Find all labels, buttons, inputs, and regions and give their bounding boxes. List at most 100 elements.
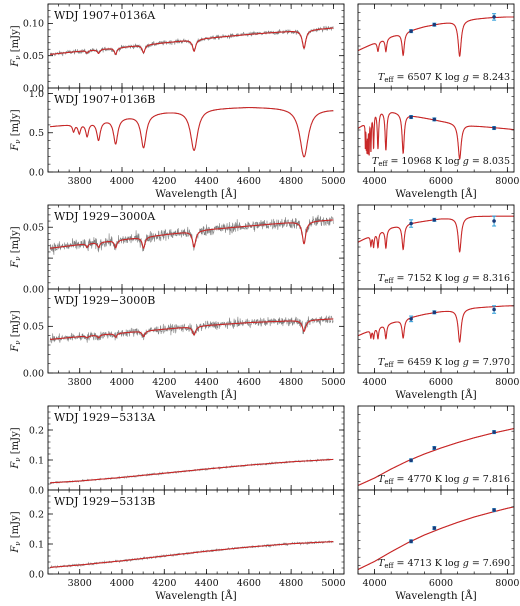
x-tick-label: 4800	[279, 578, 303, 589]
teff-logg-label: Teff = 4770 K log g = 7.816	[378, 474, 510, 486]
photometry-point	[492, 219, 496, 223]
x-tick-label: 4000	[363, 176, 387, 187]
y-tick-label: 0.05	[23, 51, 44, 62]
y-axis-label: Fν [mJy]	[10, 25, 22, 67]
x-axis-label: Wavelength [Å]	[155, 186, 236, 200]
spectrum-panel-10: 3800 4000 4200 4400 4600 4800 5000 0.0 0.1 0.2 WDJ…	[10, 489, 346, 602]
x-axis-label: Wavelength [Å]	[395, 387, 476, 401]
y-tick-label: 0.00	[23, 368, 44, 379]
y-tick-label: 1.0	[29, 89, 44, 100]
y-tick-label: 0.10	[23, 19, 44, 30]
panel-title: WDJ 1907+0136A	[54, 9, 156, 22]
y-axis-label: Fν [mJy]	[10, 109, 22, 151]
y-tick-label: 0.0	[29, 167, 44, 178]
x-tick-label: 6000	[429, 578, 453, 589]
teff-logg-label: Teff = 7152 K log g = 8.316	[378, 273, 510, 285]
x-tick-label: 4000	[363, 578, 387, 589]
y-tick-label: 0.05	[23, 322, 44, 333]
y-tick-label: 0.0	[29, 485, 44, 496]
panel-title: WDJ 1929−5313B	[54, 495, 155, 508]
x-tick-label: 4000	[110, 176, 134, 187]
x-tick-label: 6000	[429, 377, 453, 388]
photometry-point	[409, 29, 413, 33]
x-axis-label: Wavelength [Å]	[395, 588, 476, 602]
model-spectrum-line	[50, 541, 334, 568]
photometry-point	[432, 218, 437, 222]
x-tick-label: 4000	[110, 578, 134, 589]
x-tick-label: 4200	[152, 578, 176, 589]
photometry-point	[492, 15, 496, 19]
photometry-point	[409, 539, 413, 544]
teff-logg-label: Teff = 4713 K log g = 7.690	[378, 558, 510, 570]
x-axis-label: Wavelength [Å]	[155, 387, 236, 401]
sed-panel-11: 4000 6000 8000 Teff = 4713 K log g = 7.690 W…	[357, 489, 519, 602]
x-tick-label: 3800	[68, 578, 92, 589]
x-tick-label: 8000	[495, 176, 519, 187]
teff-logg-label: Teff = 6507 K log g = 8.243	[378, 72, 510, 84]
panel-title: WDJ 1929−3000A	[54, 210, 156, 223]
x-tick-label: 4200	[152, 377, 176, 388]
spectrum-panel-0: 0.00 0.05 0.10 WDJ 1907+0136A Fν [mJy]	[10, 3, 345, 94]
x-tick-label: 4200	[152, 176, 176, 187]
x-tick-label: 4600	[237, 176, 261, 187]
x-tick-label: 4600	[237, 578, 261, 589]
x-tick-label: 6000	[429, 176, 453, 187]
panel-title: WDJ 1929−5313A	[54, 411, 156, 424]
photometry-point	[409, 221, 413, 226]
x-tick-label: 4000	[363, 377, 387, 388]
photometry-point	[492, 430, 496, 434]
y-axis-label: Fν [mJy]	[10, 310, 22, 352]
x-tick-label: 3800	[68, 176, 92, 187]
photometry-point	[432, 117, 437, 122]
panel-title: WDJ 1907+0136B	[54, 93, 155, 106]
x-tick-label: 4000	[110, 377, 134, 388]
teff-logg-label: Teff = 10968 K log g = 8.035	[372, 156, 510, 168]
x-tick-label: 4800	[279, 176, 303, 187]
x-tick-label: 4400	[194, 176, 218, 187]
x-tick-label: 8000	[495, 578, 519, 589]
spectrum-panel-8: 0.0 0.1 0.2 WDJ 1929−5313A Fν [mJy]	[10, 405, 345, 496]
y-tick-label: 0.05	[23, 223, 44, 234]
y-axis-label: Fν [mJy]	[10, 226, 22, 268]
model-spectrum-line	[50, 318, 334, 340]
x-tick-label: 3800	[68, 377, 92, 388]
x-tick-label: 4800	[279, 377, 303, 388]
x-tick-label: 5000	[321, 377, 345, 388]
x-tick-label: 5000	[321, 578, 345, 589]
y-tick-label: 0.1	[29, 455, 44, 466]
observed-spectrum-line	[49, 25, 334, 57]
sed-panel-5: Teff = 7152 K log g = 8.316	[357, 204, 515, 290]
y-tick-label: 0.00	[23, 83, 44, 94]
photometry-point	[432, 22, 437, 27]
y-tick-label: 0.2	[29, 425, 44, 436]
spectrum-panel-6: 3800 4000 4200 4400 4600 4800 5000 0.00 0.05 WDJ …	[10, 288, 346, 401]
model-spectrum-line	[49, 219, 334, 249]
y-tick-label: 0.1	[29, 539, 44, 550]
x-tick-label: 4400	[194, 377, 218, 388]
y-tick-label: 0.5	[29, 128, 44, 139]
y-tick-label: 0.0	[29, 569, 44, 580]
model-spectrum-line	[50, 27, 334, 56]
x-tick-label: 8000	[495, 377, 519, 388]
panel-title: WDJ 1929−3000B	[54, 294, 155, 307]
model-spectrum-line	[50, 106, 334, 158]
spectrum-panel-4: 0.00 0.05 WDJ 1929−3000A Fν [mJy]	[10, 204, 345, 295]
y-axis-label: Fν [mJy]	[10, 427, 22, 469]
y-tick-label: 0.2	[29, 509, 44, 520]
y-axis-label: Fν [mJy]	[10, 511, 22, 553]
y-tick-label: 0.00	[23, 284, 44, 295]
sed-panel-7: 4000 6000 8000 Teff = 6459 K log g = 7.970 W…	[357, 288, 519, 401]
photometry-point	[432, 526, 437, 530]
x-axis-label: Wavelength [Å]	[395, 186, 476, 200]
spectrum-panel-2: 3800 4000 4200 4400 4600 4800 5000 0.0 0.5 1.0 WDJ…	[10, 87, 346, 200]
teff-logg-label: Teff = 6459 K log g = 7.970	[378, 357, 510, 369]
x-tick-label: 4600	[237, 377, 261, 388]
photometry-point	[409, 458, 413, 463]
x-tick-label: 5000	[321, 176, 345, 187]
photometry-point	[492, 508, 496, 512]
x-axis-label: Wavelength [Å]	[155, 588, 236, 602]
model-spectrum-line	[50, 458, 334, 484]
x-tick-label: 4400	[194, 578, 218, 589]
sed-panel-9: Teff = 4770 K log g = 7.816	[357, 405, 515, 491]
